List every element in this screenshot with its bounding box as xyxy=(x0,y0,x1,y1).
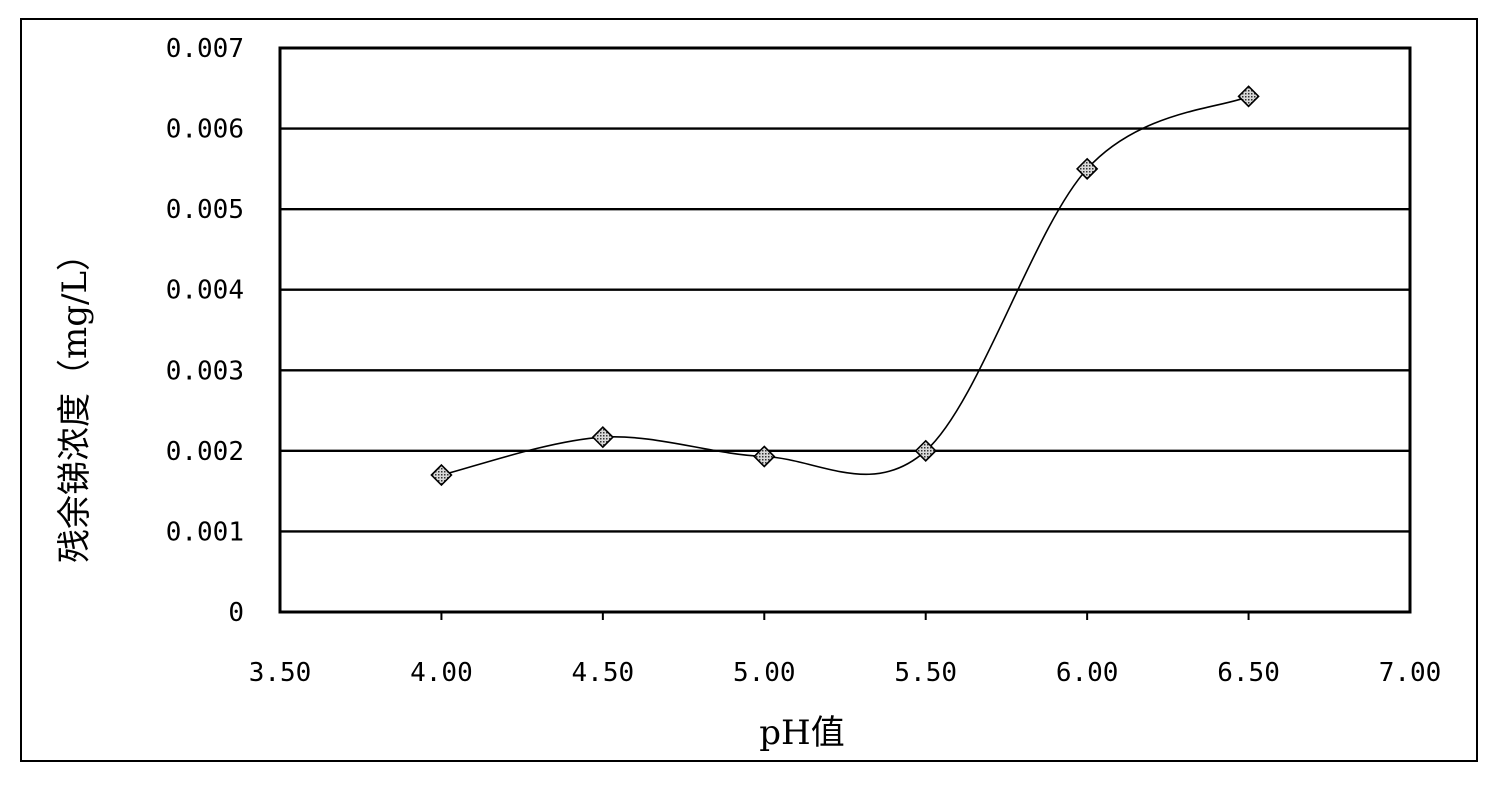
y-tick-label: 0.003 xyxy=(166,356,244,386)
y-tick-label: 0.004 xyxy=(166,276,244,306)
x-tick-label: 5.00 xyxy=(733,658,796,688)
y-tick-labels: 0 0.001 0.002 0.003 0.004 0.005 0.006 0.007 xyxy=(166,34,244,628)
data-point xyxy=(1237,85,1260,108)
x-tick-labels: 3.50 4.00 4.50 5.00 5.50 6.00 6.50 7.00 xyxy=(249,658,1442,688)
x-tick-label: 6.50 xyxy=(1217,658,1280,688)
x-tick-label: 3.50 xyxy=(249,658,312,688)
plot-area xyxy=(278,46,1412,614)
x-tick-label: 4.50 xyxy=(572,658,635,688)
data-point xyxy=(430,463,453,487)
x-tick-label: 4.00 xyxy=(410,658,473,688)
x-tick-label: 5.50 xyxy=(894,658,957,688)
x-tick-label: 7.00 xyxy=(1379,658,1442,688)
y-tick-label: 0 xyxy=(228,598,244,628)
y-tick-label: 0.002 xyxy=(166,437,244,467)
data-point xyxy=(753,445,776,468)
x-tick-label: 6.00 xyxy=(1056,658,1119,688)
data-point xyxy=(1076,157,1099,180)
data-point xyxy=(591,426,614,449)
y-tick-label: 0.005 xyxy=(166,195,244,225)
x-axis-title: pH值 xyxy=(759,713,844,753)
y-axis-title: 残余锑浓度（mg/L） xyxy=(55,237,95,563)
y-tick-label: 0.006 xyxy=(166,115,244,145)
data-point xyxy=(914,439,937,462)
x-tick-marks xyxy=(440,612,1250,620)
chart-frame xyxy=(20,18,1478,762)
y-tick-label: 0.001 xyxy=(166,517,244,547)
gridlines xyxy=(280,127,1410,533)
series-line xyxy=(441,95,1249,476)
y-tick-label: 0.007 xyxy=(166,34,244,64)
data-markers xyxy=(430,85,1260,487)
